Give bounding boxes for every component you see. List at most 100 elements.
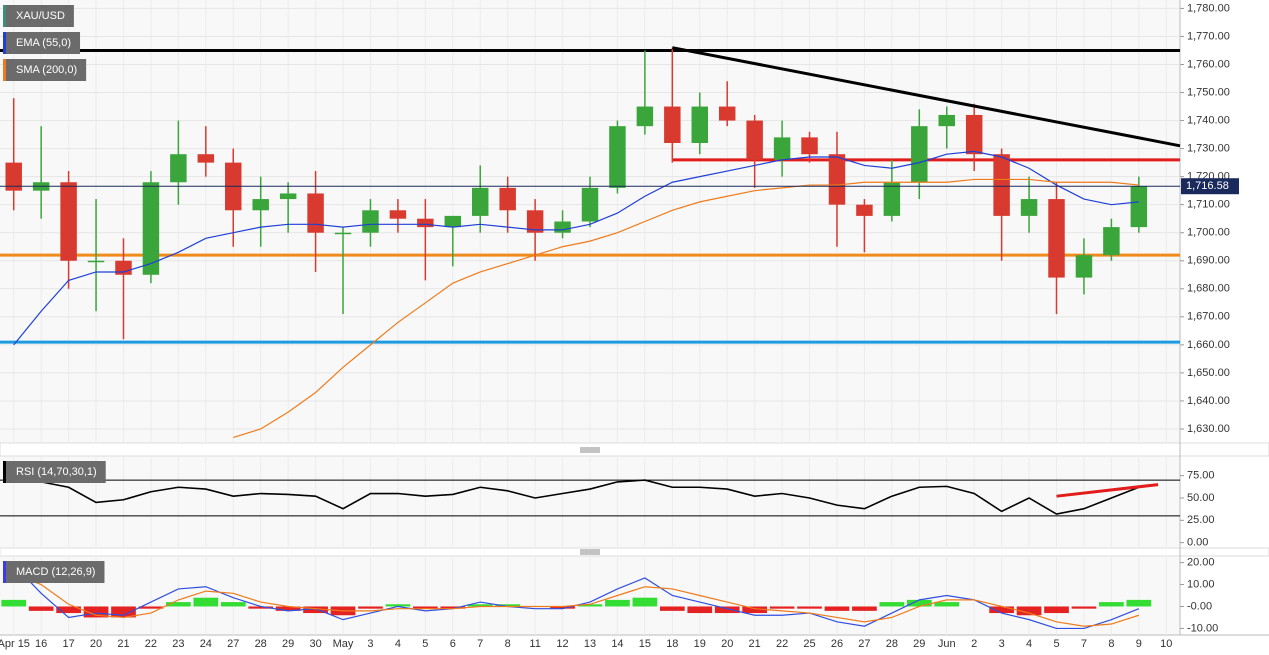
candle-body [499, 187, 516, 211]
trend-line [672, 46, 1181, 148]
legend-box[interactable] [3, 461, 106, 483]
x-tick-label: 16 [35, 638, 47, 650]
histogram-bar [577, 604, 603, 607]
histogram-bar [659, 606, 685, 611]
panel-divider[interactable] [0, 547, 1269, 557]
candle-body [362, 210, 379, 233]
x-tick-label: 2 [971, 638, 977, 650]
x-tick-label: 28 [886, 638, 898, 650]
histogram-bar [220, 602, 246, 607]
x-tick-label: 10 [1160, 638, 1172, 650]
candle-body [609, 126, 626, 188]
x-tick-label: 29 [282, 638, 294, 650]
candle-body [526, 210, 544, 233]
histogram-bar [1, 599, 27, 607]
x-tick-label: 5 [1053, 638, 1059, 650]
histogram-bar [111, 606, 136, 618]
x-tick-label: 15 [639, 638, 651, 650]
legend-swatch [3, 461, 6, 483]
y-tick-label: 50.00 [1187, 492, 1215, 504]
histogram-bar [824, 606, 850, 611]
y-tick-label: -0.00 [1187, 600, 1212, 612]
histogram-bar [440, 606, 466, 609]
y-tick-label: 1,760.00 [1187, 58, 1230, 70]
y-tick-label: 0.00 [1187, 537, 1208, 549]
legend-label: MACD (12,26,9) [16, 566, 95, 578]
histogram-bar [275, 606, 301, 611]
candle-body [170, 154, 187, 183]
x-tick-label: 3 [999, 638, 1005, 650]
candle-body [773, 137, 791, 160]
candle-body [87, 260, 105, 263]
x-tick-label: 13 [584, 638, 596, 650]
candle-body [691, 106, 708, 143]
histogram-bar [193, 597, 219, 607]
x-tick-label: 8 [1108, 638, 1114, 650]
histogram-bar [714, 606, 740, 614]
x-tick-label: 5 [422, 638, 428, 650]
candle-body [252, 199, 269, 211]
x-tick-label: 22 [776, 638, 788, 650]
candle-body [664, 106, 681, 143]
x-tick-label: 24 [200, 638, 212, 650]
x-tick-label: 26 [831, 638, 843, 650]
x-tick-label: 23 [172, 638, 184, 650]
legend-swatch [3, 5, 6, 27]
x-tick-label: 17 [62, 638, 74, 650]
candle-body [1103, 227, 1120, 256]
candle-body [389, 210, 407, 219]
x-tick-label: 21 [117, 638, 129, 650]
x-tick-label: 3 [367, 638, 373, 650]
histogram-bar [1071, 606, 1097, 609]
candle-body [911, 126, 928, 183]
histogram-bar [303, 606, 328, 614]
x-tick-label: 20 [721, 638, 733, 650]
candle-body [581, 187, 599, 222]
x-tick-label: Jun [938, 638, 956, 650]
histogram-bar [852, 606, 877, 611]
histogram-bar [83, 606, 109, 618]
histogram-bar [605, 599, 630, 607]
histogram-bar [879, 602, 905, 607]
legend-box[interactable] [3, 59, 87, 81]
candle-body [801, 137, 818, 155]
histogram-bar [797, 606, 822, 609]
legend-box[interactable] [3, 5, 74, 27]
y-tick-label: 1,700.00 [1187, 227, 1230, 239]
y-tick-label: 1,710.00 [1187, 199, 1230, 211]
legend-swatch [3, 59, 6, 81]
x-tick-label: 11 [529, 638, 540, 650]
histogram-bar [1126, 599, 1152, 607]
x-tick-label: 30 [309, 638, 321, 650]
candle-body [142, 182, 160, 275]
x-tick-label: 18 [666, 638, 678, 650]
candle-body [856, 204, 873, 216]
histogram-bar [385, 604, 411, 607]
panel-divider[interactable] [0, 442, 1269, 457]
candle-body [197, 154, 215, 163]
histogram-bar [166, 602, 191, 607]
y-tick-label: 20.00 [1187, 556, 1215, 568]
candle-body [636, 106, 654, 127]
x-tick-label: 19 [694, 638, 706, 650]
x-tick-label: 28 [255, 638, 267, 650]
y-tick-label: 1,690.00 [1187, 255, 1230, 267]
legend-box[interactable] [3, 561, 105, 583]
y-tick-label: 1,780.00 [1187, 2, 1230, 14]
histogram-bar [632, 597, 658, 607]
series-line [233, 178, 1139, 438]
candle-body [307, 193, 324, 233]
legend-label: RSI (14,70,30,1) [16, 466, 97, 478]
x-tick-label: 4 [1026, 638, 1032, 650]
histogram-bar [467, 604, 493, 607]
x-tick-label: 4 [395, 638, 401, 650]
histogram-bar [687, 606, 713, 614]
y-tick-label: 1,640.00 [1187, 395, 1230, 407]
histogram-bar [1044, 606, 1069, 614]
candle-body [279, 193, 297, 200]
legend-label: XAU/USD [16, 10, 65, 22]
candle-body [1075, 255, 1093, 278]
legend-box[interactable] [3, 32, 81, 54]
candle-body [5, 162, 22, 191]
